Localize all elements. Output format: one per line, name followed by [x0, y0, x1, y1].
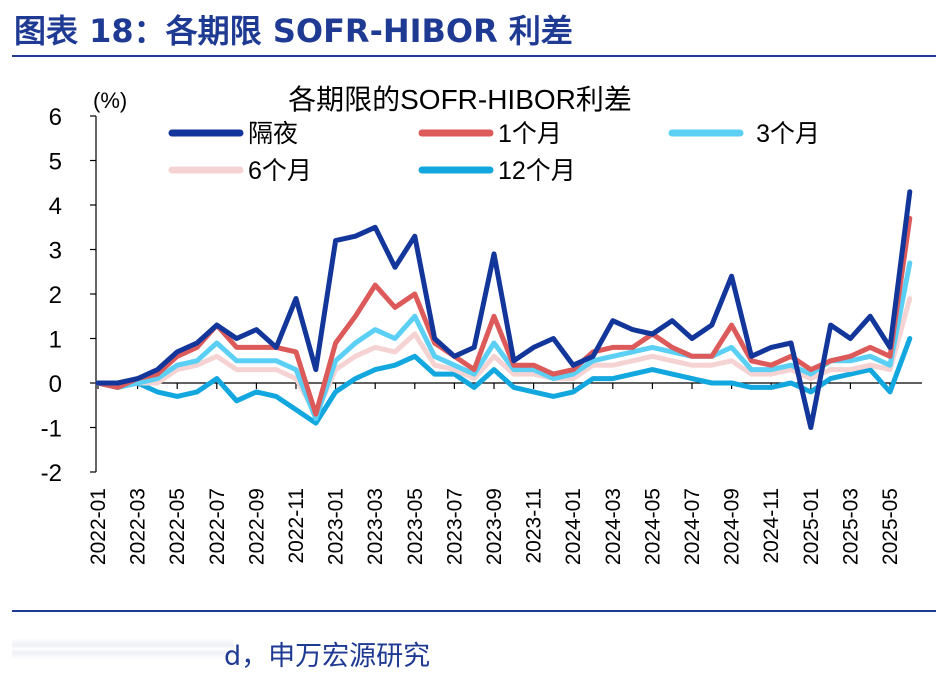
series-line-3	[95, 260, 913, 422]
y-tick-label: 6	[49, 104, 62, 131]
series-line-2	[95, 215, 913, 417]
source-note: d，申万宏源研究	[224, 641, 431, 672]
y-tick-label: 5	[49, 149, 62, 176]
x-tick-label: 2023-05	[404, 488, 427, 565]
y-tick-label: 4	[49, 193, 62, 220]
y-tick-label: 0	[49, 371, 62, 398]
x-tick-label: 2023-07	[443, 488, 466, 565]
x-tick-label: 2022-05	[166, 488, 189, 565]
figure-title: 图表 18：各期限 SOFR-HIBOR 利差	[14, 12, 573, 50]
series-lines	[95, 189, 913, 430]
x-tick-label: 2022-01	[87, 488, 110, 565]
x-tick-label: 2024-05	[641, 488, 664, 565]
legend-label: 3个月	[756, 120, 820, 148]
y-tick-label: -1	[41, 416, 62, 443]
x-tick-label: 2025-01	[800, 488, 823, 565]
x-tick-label: 2024-07	[681, 488, 704, 565]
y-tick-label: 1	[49, 327, 62, 354]
y-tick-label: 3	[49, 238, 62, 265]
bottom-divider	[12, 610, 936, 612]
x-tick-label: 2022-03	[127, 488, 150, 565]
x-tick-label: 2025-05	[879, 488, 902, 565]
x-tick-label: 2022-11	[285, 488, 308, 564]
x-tick-label: 2024-01	[562, 488, 585, 565]
x-tick-label: 2024-11	[760, 488, 783, 564]
legend-label: 6个月	[248, 157, 312, 185]
legend: 隔夜 1个月 3个月 6个月 12个月	[168, 120, 820, 185]
x-tick-label: 2023-01	[325, 488, 348, 565]
y-axis-unit-label: (%)	[93, 88, 127, 113]
title-divider	[12, 55, 936, 57]
legend-label: 12个月	[498, 157, 576, 185]
x-tick-label: 2022-07	[206, 488, 229, 565]
y-tick-label: 2	[49, 282, 62, 309]
x-tick-label: 2023-03	[364, 488, 387, 565]
redacted-source-mask	[12, 638, 234, 660]
legend-label: 隔夜	[248, 120, 298, 148]
series-line-1	[95, 189, 913, 430]
x-tick-label: 2024-03	[602, 488, 625, 565]
x-tick-label: 2025-03	[839, 488, 862, 565]
series-line-5	[95, 336, 913, 426]
x-tick-label: 2023-09	[483, 488, 506, 565]
x-tick-label: 2024-09	[721, 488, 744, 565]
legend-label: 1个月	[498, 120, 562, 148]
series-line-4	[95, 296, 913, 417]
y-tick-label: -2	[41, 460, 62, 487]
x-tick-label: 2023-11	[523, 488, 546, 564]
chart-title: 各期限的SOFR-HIBOR利差	[288, 84, 632, 115]
x-tick-label: 2022-09	[245, 488, 268, 565]
